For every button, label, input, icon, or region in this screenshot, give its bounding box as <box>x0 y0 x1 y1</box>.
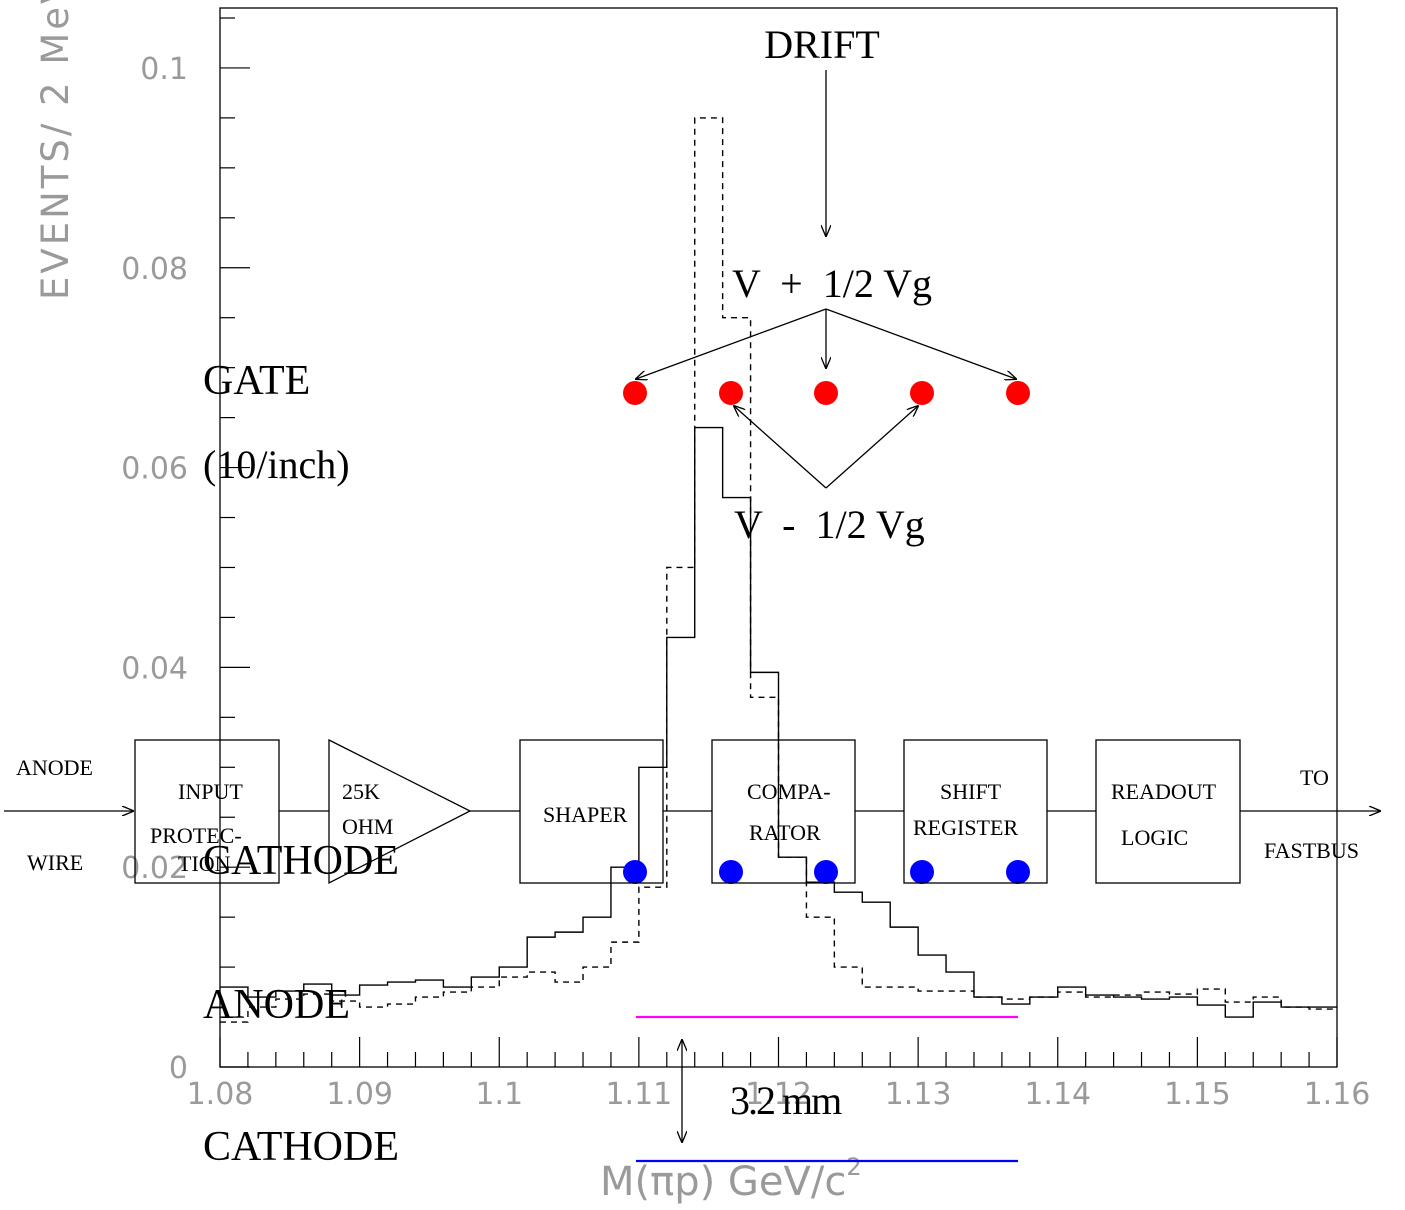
anode-label: ANODE <box>203 982 350 1028</box>
y-tick-label: 0 <box>169 1051 188 1086</box>
block-4-line2: RATOR <box>749 820 821 845</box>
y-axis-title: EVENTS/ 2 MeV <box>34 0 77 300</box>
y-axis-tick-labels: 0 0.02 0.04 0.06 0.08 0.1 <box>121 52 188 1086</box>
block-2-line1: 25K <box>342 779 380 804</box>
readout-chain-labels: ANODE WIRE INPUT PROTEC- TION 25K OHM SH… <box>16 755 1359 876</box>
v-minus-label: V - 1/2 Vg <box>734 502 925 547</box>
cathode-wire <box>814 860 838 884</box>
drift-label: DRIFT <box>764 22 880 67</box>
cathode-bottom-label: CATHODE <box>203 1124 399 1170</box>
x-axis-title: M(πp) GeV/c2 <box>600 1153 862 1205</box>
x-tick-label: 1.16 <box>1304 1077 1371 1112</box>
y-tick-label: 0.1 <box>140 52 188 87</box>
x-tick-label: 1.11 <box>605 1077 672 1112</box>
y-axis-ticks <box>220 17 250 1068</box>
v-plus-label: V + 1/2 Vg <box>732 261 932 306</box>
x-tick-label: 1.09 <box>326 1077 393 1112</box>
output-label-bottom: FASTBUS <box>1264 838 1359 863</box>
histogram-line <box>220 117 1337 1023</box>
y-tick-label: 0.08 <box>121 252 188 287</box>
y-tick-label: 0.02 <box>121 851 188 886</box>
x-tick-label: 1.15 <box>1164 1077 1231 1112</box>
x-axis-ticks <box>219 1037 1338 1067</box>
drift-diagram: DRIFT V + 1/2 Vg V - 1/2 Vg GATE (10/inc… <box>203 22 1030 1170</box>
histogram-series <box>220 117 1337 1023</box>
cathode-wire <box>1006 860 1030 884</box>
amplifier-triangle <box>328 738 472 885</box>
x-tick-label: 1.08 <box>187 1077 254 1112</box>
gate-wire <box>910 381 934 405</box>
block-6-line1: READOUT <box>1111 779 1217 804</box>
readout-logic-block <box>1095 739 1241 884</box>
readout-chain <box>4 738 1380 885</box>
x-tick-label: 1.12 <box>745 1077 812 1112</box>
gate-density-label: (10/inch) <box>203 442 350 487</box>
input-label-bottom: WIRE <box>27 850 83 875</box>
block-1-line1: INPUT <box>178 779 243 804</box>
gate-wire <box>623 381 647 405</box>
histogram-line <box>220 426 1337 1018</box>
x-axis-tick-labels: 1.08 1.09 1.1 1.11 1.12 1.13 1.14 1.15 1.16 <box>187 1077 1371 1112</box>
gate-wire <box>1006 381 1030 405</box>
gate-label: GATE <box>203 358 310 404</box>
block-6-line2: LOGIC <box>1121 825 1188 850</box>
block-3-line1: SHAPER <box>543 802 628 827</box>
shift-register-block <box>903 739 1048 884</box>
comparator-block <box>711 739 856 884</box>
gate-bias-arrows <box>636 308 1016 379</box>
x-axis-title-text: M(πp) GeV/c <box>600 1159 846 1205</box>
block-4-line1: COMPA- <box>747 779 831 804</box>
gate-wire <box>719 381 743 405</box>
y-tick-label: 0.06 <box>121 452 188 487</box>
block-2-line2: OHM <box>342 814 393 839</box>
block-5-line1: SHIFT <box>940 779 1002 804</box>
block-5-line2: REGISTER <box>913 815 1018 840</box>
input-protection-block <box>134 739 280 884</box>
x-axis-title-superscript: 2 <box>846 1153 861 1181</box>
gate-wires <box>623 381 1030 405</box>
gate-minus-arrows <box>734 406 918 489</box>
x-tick-label: 1.13 <box>885 1077 952 1112</box>
cathode-top-label: CATHODE <box>203 838 399 884</box>
cathode-wires <box>623 860 1030 884</box>
cathode-wire <box>910 860 934 884</box>
x-tick-label: 1.1 <box>475 1077 523 1112</box>
x-tick-label: 1.14 <box>1024 1077 1091 1112</box>
series-dashed <box>220 117 1337 1023</box>
output-label-top: TO <box>1300 765 1329 790</box>
series-solid <box>220 426 1337 1018</box>
cathode-wire <box>623 860 647 884</box>
input-label-top: ANODE <box>16 755 93 780</box>
shaper-block <box>519 739 664 884</box>
gate-wire <box>814 381 838 405</box>
cathode-wire <box>719 860 743 884</box>
spacing-label: 3.2 mm <box>730 1078 842 1123</box>
block-1-line3: TION <box>178 851 231 876</box>
block-1-line2: PROTEC- <box>150 823 242 848</box>
y-tick-label: 0.04 <box>121 651 188 686</box>
